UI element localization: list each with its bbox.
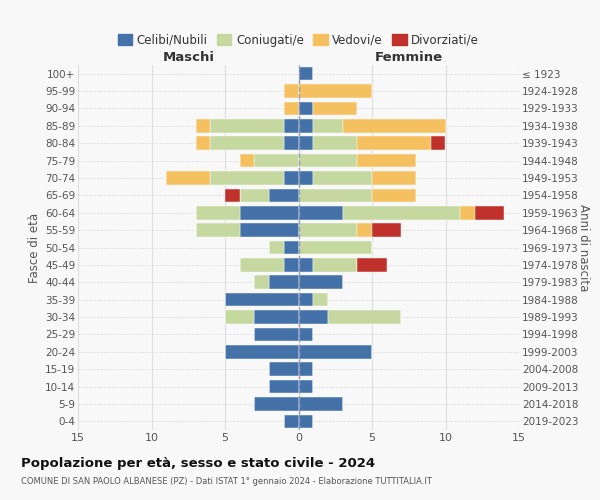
Bar [196, 224, 240, 237]
Bar [372, 171, 416, 185]
Bar [240, 206, 299, 220]
Bar [313, 119, 343, 132]
Y-axis label: Anni di nascita: Anni di nascita [577, 204, 590, 291]
Bar [299, 171, 313, 185]
Bar [225, 310, 254, 324]
Bar [284, 84, 299, 98]
Bar [254, 154, 299, 168]
Bar [313, 102, 357, 115]
Bar [358, 136, 431, 150]
Bar [254, 310, 299, 324]
Bar [313, 136, 357, 150]
Bar [343, 206, 460, 220]
Bar [211, 119, 284, 132]
Bar [299, 345, 372, 358]
Bar [269, 240, 284, 254]
Bar [196, 136, 211, 150]
Bar [225, 345, 299, 358]
Bar [269, 276, 299, 289]
Bar [299, 380, 313, 394]
Bar [254, 276, 269, 289]
Bar [299, 188, 372, 202]
Bar [313, 258, 357, 272]
Bar [358, 258, 387, 272]
Bar [240, 224, 299, 237]
Bar [299, 206, 343, 220]
Bar [358, 154, 416, 168]
Bar [299, 258, 313, 272]
Bar [196, 119, 211, 132]
Bar [372, 188, 416, 202]
Bar [254, 397, 299, 410]
Legend: Celibi/Nubili, Coniugati/e, Vedovi/e, Divorziati/e: Celibi/Nubili, Coniugati/e, Vedovi/e, Di… [113, 29, 484, 52]
Text: Femmine: Femmine [374, 51, 443, 64]
Bar [211, 136, 284, 150]
Bar [299, 397, 343, 410]
Bar [299, 362, 313, 376]
Bar [299, 276, 343, 289]
Bar [313, 293, 328, 306]
Text: Maschi: Maschi [162, 51, 214, 64]
Bar [240, 188, 269, 202]
Bar [328, 310, 401, 324]
Bar [240, 258, 284, 272]
Y-axis label: Fasce di età: Fasce di età [28, 212, 41, 282]
Bar [284, 414, 299, 428]
Bar [299, 102, 313, 115]
Bar [254, 328, 299, 341]
Bar [284, 102, 299, 115]
Bar [431, 136, 445, 150]
Bar [299, 240, 372, 254]
Bar [196, 206, 240, 220]
Bar [343, 119, 445, 132]
Bar [299, 136, 313, 150]
Bar [475, 206, 504, 220]
Bar [299, 119, 313, 132]
Bar [299, 84, 372, 98]
Bar [313, 171, 372, 185]
Bar [299, 328, 313, 341]
Bar [372, 224, 401, 237]
Bar [284, 119, 299, 132]
Bar [284, 136, 299, 150]
Bar [269, 188, 299, 202]
Bar [299, 414, 313, 428]
Bar [240, 154, 254, 168]
Bar [460, 206, 475, 220]
Bar [166, 171, 211, 185]
Text: COMUNE DI SAN PAOLO ALBANESE (PZ) - Dati ISTAT 1° gennaio 2024 - Elaborazione TU: COMUNE DI SAN PAOLO ALBANESE (PZ) - Dati… [21, 478, 432, 486]
Bar [211, 171, 284, 185]
Bar [284, 171, 299, 185]
Bar [284, 258, 299, 272]
Bar [299, 310, 328, 324]
Bar [269, 362, 299, 376]
Bar [284, 240, 299, 254]
Bar [225, 293, 299, 306]
Bar [299, 67, 313, 80]
Bar [299, 293, 313, 306]
Text: Popolazione per età, sesso e stato civile - 2024: Popolazione per età, sesso e stato civil… [21, 458, 375, 470]
Bar [225, 188, 240, 202]
Bar [269, 380, 299, 394]
Bar [358, 224, 372, 237]
Bar [299, 224, 358, 237]
Bar [299, 154, 358, 168]
